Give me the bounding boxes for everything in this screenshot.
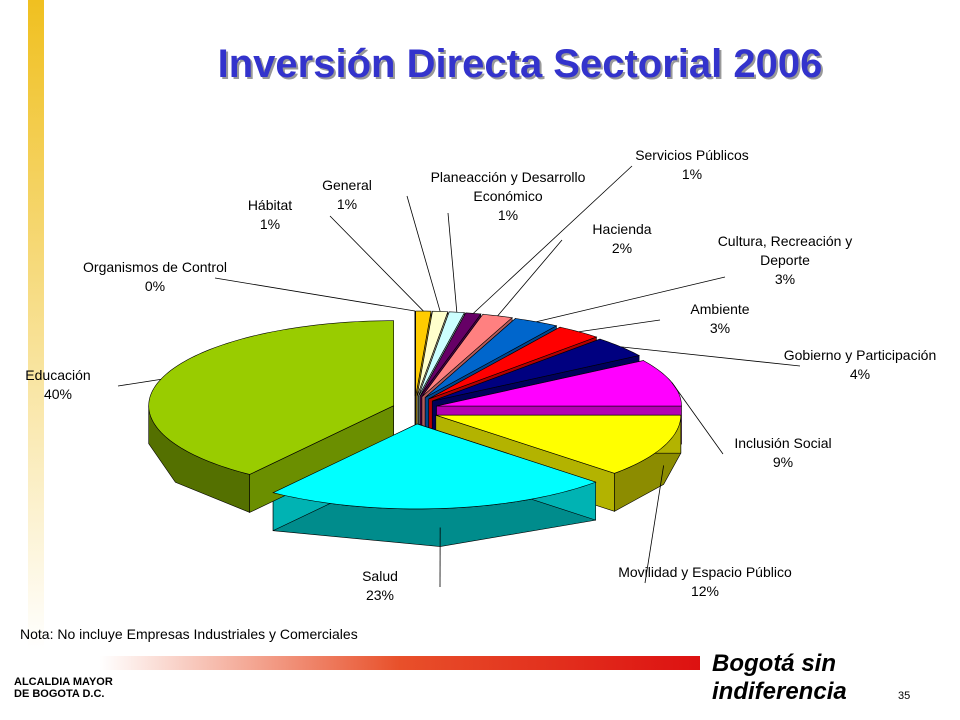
slice-label: General 1%	[252, 176, 442, 214]
slice-label: Hacienda 2%	[527, 220, 717, 258]
category-name: Inclusión Social	[734, 435, 832, 451]
category-name: Ambiente	[690, 301, 750, 317]
slice	[415, 310, 432, 397]
decor-bar	[28, 0, 44, 650]
value-label: 0%	[144, 278, 166, 294]
slice-label: Educación 40%	[0, 366, 153, 404]
slice-label: Servicios Públicos 1%	[597, 146, 787, 184]
value-label: 1%	[259, 216, 281, 232]
slice	[419, 312, 482, 397]
leader-line	[536, 276, 726, 323]
value-label: 23%	[365, 587, 395, 603]
leader-line	[447, 212, 458, 313]
category-name: General	[322, 177, 372, 193]
pie	[148, 310, 682, 547]
logo-text: ALCALDIA MAYOR DE BOGOTA D.C.	[14, 676, 113, 700]
value-label: 40%	[43, 386, 73, 402]
slice	[272, 423, 597, 510]
slice	[418, 311, 465, 397]
slice	[436, 360, 682, 407]
note: Nota: No incluye Empresas Industriales y…	[20, 626, 358, 642]
category-name: Movilidad y Espacio Público	[618, 564, 792, 580]
leader-line	[214, 277, 416, 312]
category-name: Organismos de Control	[83, 259, 227, 275]
slice	[428, 326, 598, 400]
value-label: 1%	[497, 207, 519, 223]
value-label: 4%	[849, 366, 871, 382]
slice-label: Cultura, Recreación y Deporte 3%	[705, 232, 865, 289]
slice	[432, 338, 640, 402]
value-label: 3%	[709, 320, 731, 336]
leader-line	[644, 465, 665, 584]
category-name: Cultura, Recreación y Deporte	[717, 233, 853, 268]
leader-line	[620, 346, 801, 367]
category-name: Salud	[362, 568, 398, 584]
category-name: Gobierno y Participación	[783, 347, 937, 363]
value-label: 12%	[690, 583, 720, 599]
slice-label: Planeacción y Desarrollo Económico 1%	[428, 168, 588, 225]
leader-line	[329, 215, 424, 312]
slice-label: Hábitat 1%	[175, 196, 365, 234]
leader-line	[497, 239, 563, 317]
value-label: 3%	[774, 271, 796, 287]
slice-label: Ambiente 3%	[625, 300, 815, 338]
chart-title: Inversión Directa Sectorial 2006	[217, 42, 823, 86]
value-label: 9%	[772, 454, 794, 470]
org-line: ALCALDIA MAYOR	[14, 676, 113, 688]
leader-line	[671, 382, 724, 455]
category-name: Hábitat	[247, 197, 293, 213]
slice-label: Organismos de Control 0%	[60, 258, 250, 296]
slice	[416, 310, 449, 397]
category-name: Planeacción y Desarrollo Económico	[430, 169, 586, 204]
leader-line	[117, 379, 161, 387]
category-name: Educación	[25, 367, 91, 383]
brand: Bogotá sin indiferencia	[712, 650, 847, 705]
slice-label: Inclusión Social 9%	[688, 434, 878, 472]
value-label: 1%	[336, 196, 358, 212]
leader-line	[473, 165, 633, 314]
category-name: Servicios Públicos	[635, 147, 749, 163]
category-name: Hacienda	[592, 221, 652, 237]
leader-line	[406, 195, 441, 312]
value-label: 1%	[681, 166, 703, 182]
org-line: DE BOGOTA D.C.	[14, 688, 105, 700]
slice	[435, 414, 682, 474]
page-number: 35	[898, 690, 911, 702]
value-label: 2%	[611, 240, 633, 256]
slice-label: Movilidad y Espacio Público 12%	[610, 563, 800, 601]
leader-line	[578, 319, 661, 333]
decor-line	[100, 656, 700, 670]
slice-label: Salud 23%	[285, 567, 475, 605]
slice-label: Gobierno y Participación 4%	[765, 346, 955, 384]
slice	[148, 320, 394, 475]
